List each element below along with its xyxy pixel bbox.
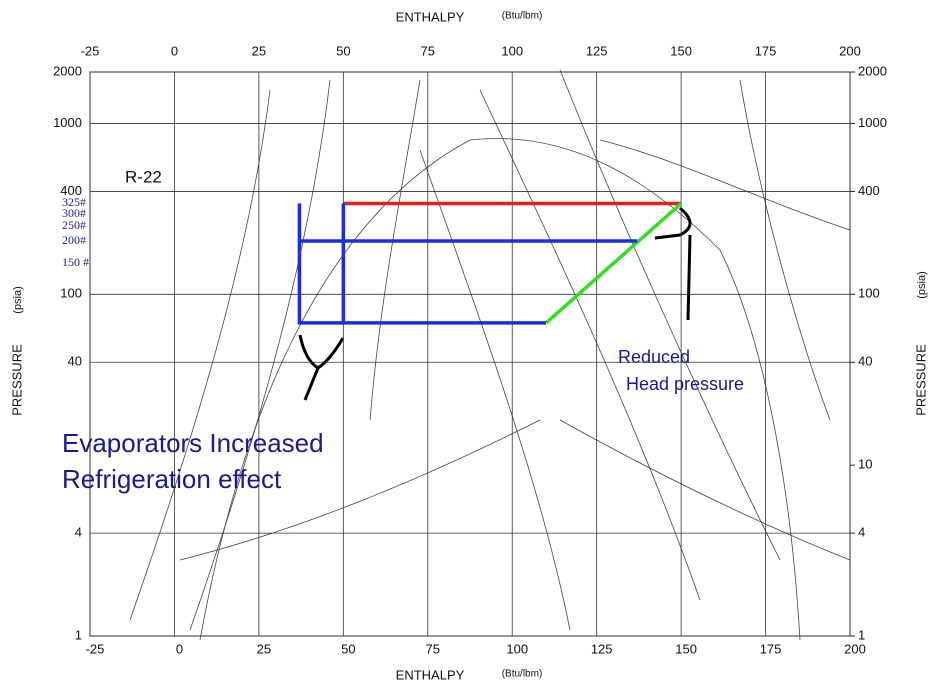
series-line <box>544 202 683 325</box>
annotation: Evaporators Increased <box>62 428 324 458</box>
y2-axis-title: PRESSURE <box>913 344 928 416</box>
isotherm <box>189 79 331 631</box>
background-curves <box>129 69 851 641</box>
annotation: 150 # <box>62 255 89 269</box>
x-tick-label: 175 <box>760 641 782 656</box>
x-tick-label: -25 <box>86 641 105 656</box>
y-tick-label: 1 <box>75 627 82 642</box>
x-axis-title: ENTHALPY <box>396 667 465 682</box>
x-tick-label: 25 <box>252 43 266 58</box>
x-axis-unit: (Btu/lbm) <box>502 669 543 680</box>
y-tick-label: 2000 <box>53 63 82 78</box>
x-tick-label: 200 <box>839 43 861 58</box>
x-tick-label: 100 <box>506 641 528 656</box>
isotherm <box>369 79 421 421</box>
y-axis-title: PRESSURE <box>9 344 24 416</box>
y-tick-label: 40 <box>68 354 82 369</box>
annotation: R-22 <box>125 167 162 186</box>
annotation: 325# <box>62 195 86 209</box>
annotation: 200# <box>62 233 86 247</box>
isentrope <box>419 149 571 631</box>
x-tick-label: 125 <box>591 641 613 656</box>
x-tick-label: 125 <box>586 43 608 58</box>
y2-tick-label: 2000 <box>858 63 887 78</box>
brace <box>654 206 692 321</box>
annotation: Reduced <box>618 347 690 367</box>
x-tick-label: 25 <box>257 641 271 656</box>
y2-tick-label: 40 <box>858 354 872 369</box>
annotation: Refrigeration effect <box>62 464 282 494</box>
series-line <box>297 203 638 325</box>
x-tick-label: 50 <box>341 641 355 656</box>
y2-tick-label: 4 <box>858 525 865 540</box>
y-tick-label: 100 <box>60 286 82 301</box>
x-tick-label: 75 <box>426 641 440 656</box>
y-tick-label: 1000 <box>53 115 82 130</box>
isotherm <box>129 89 271 621</box>
x-tick-label: 100 <box>501 43 523 58</box>
density-line <box>599 139 851 231</box>
brace <box>298 334 345 401</box>
annotation: 300# <box>62 206 86 220</box>
saturation-dome <box>199 138 801 641</box>
isotherm <box>739 79 831 421</box>
annotation: 250# <box>62 218 86 232</box>
isentrope <box>559 69 781 561</box>
x-tick-label: 150 <box>675 641 697 656</box>
y-tick-label: 4 <box>75 525 82 540</box>
x-tick-label: 75 <box>421 43 435 58</box>
x-tick-label: 0 <box>176 641 183 656</box>
y2-tick-label: 1000 <box>858 115 887 130</box>
annotation: Head pressure <box>626 374 744 394</box>
y-axis-unit: (psia) <box>12 286 24 314</box>
x-tick-label: 50 <box>336 43 350 58</box>
x-tick-label: 150 <box>670 43 692 58</box>
y2-tick-label: 400 <box>858 183 880 198</box>
density-line <box>559 419 851 561</box>
isentrope <box>479 89 701 601</box>
y2-axis-unit: (psia) <box>916 271 928 299</box>
y2-tick-label: 100 <box>858 286 880 301</box>
x-axis-title: ENTHALPY <box>396 9 465 24</box>
quality-line <box>179 419 541 561</box>
y2-tick-label: 10 <box>858 457 872 472</box>
x-tick-label: -25 <box>81 43 100 58</box>
y2-tick-label: 1 <box>858 627 865 642</box>
x-tick-label: 200 <box>844 641 866 656</box>
x-axis-unit: (Btu/lbm) <box>502 11 543 22</box>
x-tick-label: 0 <box>171 43 178 58</box>
x-tick-label: 175 <box>755 43 777 58</box>
y-tick-label: 400 <box>60 183 82 198</box>
plot-frame <box>89 71 851 637</box>
